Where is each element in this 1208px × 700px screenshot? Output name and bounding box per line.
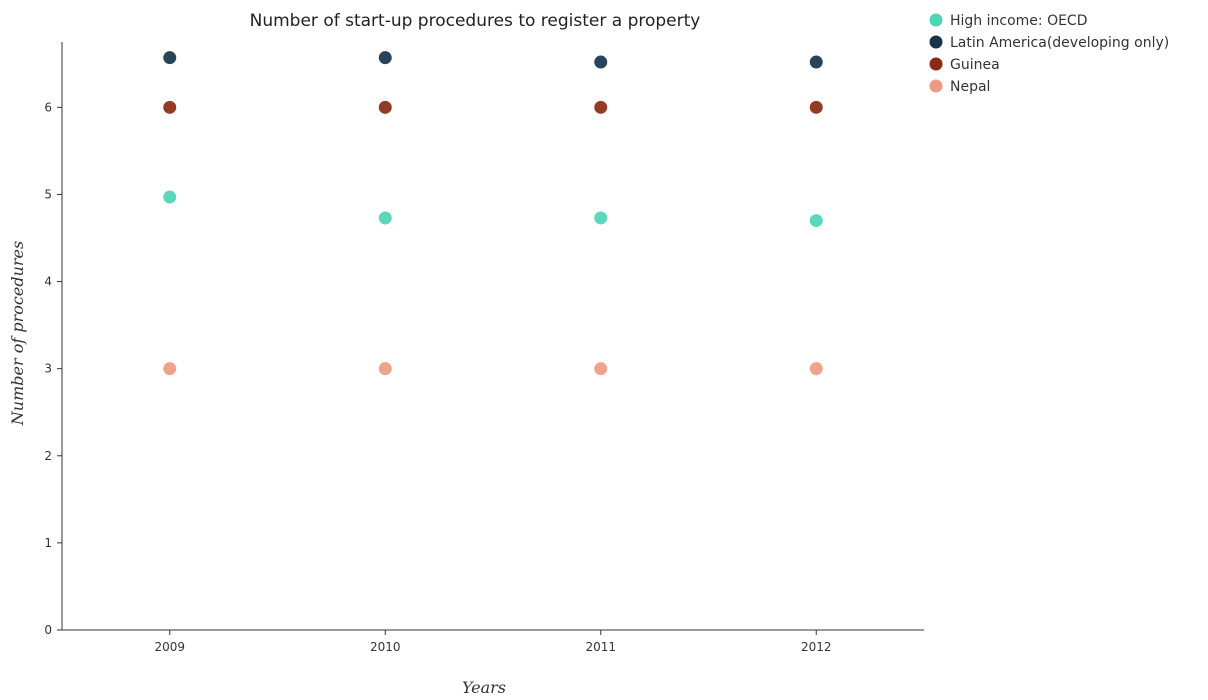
x-axis-title: Years xyxy=(462,678,506,697)
chart-title: Number of start-up procedures to registe… xyxy=(250,11,701,31)
y-tick-label: 2 xyxy=(44,449,52,463)
y-tick-label: 1 xyxy=(44,536,52,550)
legend-label: Guinea xyxy=(950,57,1000,73)
data-point xyxy=(163,190,177,204)
y-axis-title: Number of procedures xyxy=(8,241,27,426)
y-tick-label: 5 xyxy=(44,187,52,201)
data-point xyxy=(809,214,823,228)
data-point xyxy=(378,362,392,376)
legend-marker xyxy=(929,13,943,27)
legend-label: Nepal xyxy=(950,79,990,95)
data-point xyxy=(594,362,608,376)
legend-marker xyxy=(929,79,943,93)
y-tick-label: 6 xyxy=(44,100,52,114)
data-point xyxy=(163,362,177,376)
data-point xyxy=(594,55,608,69)
data-point xyxy=(809,362,823,376)
data-point xyxy=(378,51,392,65)
x-tick-label: 2012 xyxy=(801,640,832,654)
legend-label: Latin America(developing only) xyxy=(950,35,1169,51)
data-point xyxy=(163,100,177,114)
axes: 0 1 2 3 4 5 6 2009 2010 2011 2012 xyxy=(44,42,924,654)
plot-area xyxy=(163,51,823,376)
legend: High income: OECD Latin America(developin… xyxy=(929,13,1169,95)
data-point xyxy=(809,55,823,69)
data-point xyxy=(163,51,177,65)
x-tick-label: 2009 xyxy=(154,640,185,654)
data-point xyxy=(809,100,823,114)
y-tick-label: 3 xyxy=(44,362,52,376)
x-tick-label: 2010 xyxy=(370,640,401,654)
legend-label: High income: OECD xyxy=(950,13,1088,29)
data-point xyxy=(594,100,608,114)
data-point xyxy=(378,100,392,114)
legend-marker xyxy=(929,35,943,49)
x-tick-label: 2011 xyxy=(585,640,616,654)
data-point xyxy=(378,211,392,225)
y-tick-label: 4 xyxy=(44,275,52,289)
data-point xyxy=(594,211,608,225)
legend-marker xyxy=(929,57,943,71)
y-tick-label: 0 xyxy=(44,623,52,637)
